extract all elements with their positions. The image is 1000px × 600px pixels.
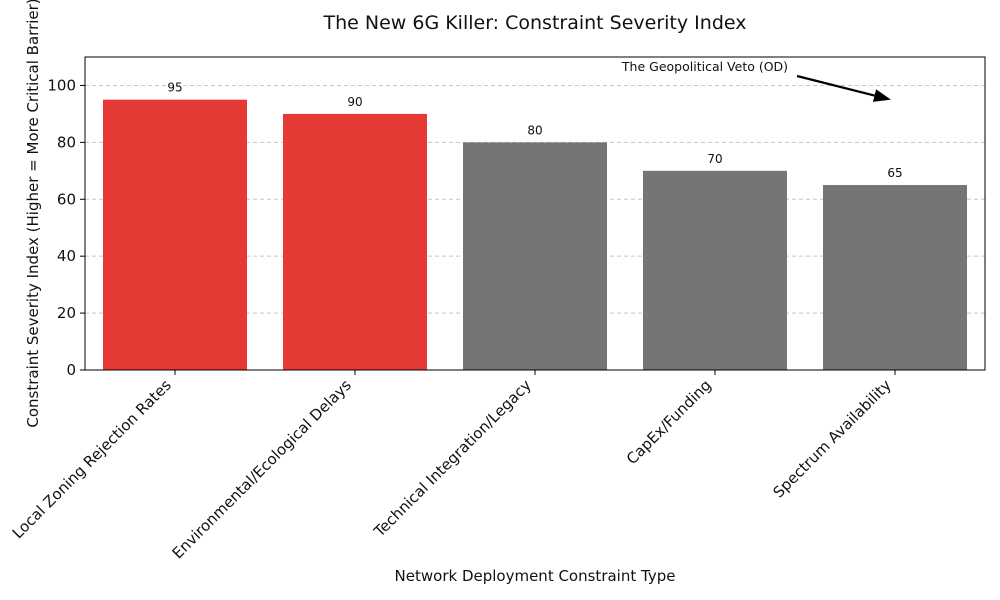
x-tick-label: Technical Integration/Legacy — [370, 376, 535, 541]
bars — [103, 99, 967, 370]
data-label: 95 — [167, 81, 182, 95]
data-label: 80 — [527, 123, 542, 137]
y-tick-label: 40 — [57, 247, 76, 265]
x-tick-label: Environmental/Ecological Delays — [169, 376, 355, 562]
y-tick-label: 20 — [57, 304, 76, 322]
y-axis-label: Constraint Severity Index (Higher = More… — [24, 0, 42, 428]
data-labels: 95 90 80 70 65 — [167, 81, 902, 180]
y-tick-label: 60 — [57, 190, 76, 208]
y-tick-label: 80 — [57, 133, 76, 151]
y-tick-label: 100 — [47, 76, 76, 94]
data-label: 70 — [707, 152, 722, 166]
annotation-arrow-head — [872, 89, 891, 102]
annotation-text: The Geopolitical Veto (OD) — [621, 59, 788, 74]
bar — [463, 142, 607, 370]
chart-title: The New 6G Killer: Constraint Severity I… — [323, 12, 747, 34]
bar — [283, 113, 427, 370]
data-label: 65 — [887, 166, 902, 180]
bar — [823, 185, 967, 370]
y-axis-ticks: 0 20 40 60 80 100 — [47, 76, 85, 379]
x-axis-ticks: Local Zoning Rejection RatesEnvironmenta… — [9, 370, 896, 562]
x-axis-label: Network Deployment Constraint Type — [395, 567, 676, 585]
bar — [103, 99, 247, 370]
annotation-arrow-line — [796, 74, 875, 97]
x-tick-label: Spectrum Availability — [770, 376, 895, 501]
bar — [643, 170, 787, 370]
data-label: 90 — [347, 95, 362, 109]
y-tick-label: 0 — [66, 361, 76, 379]
x-tick-label: CapEx/Funding — [623, 376, 715, 468]
annotation: The Geopolitical Veto (OD) — [621, 59, 891, 102]
